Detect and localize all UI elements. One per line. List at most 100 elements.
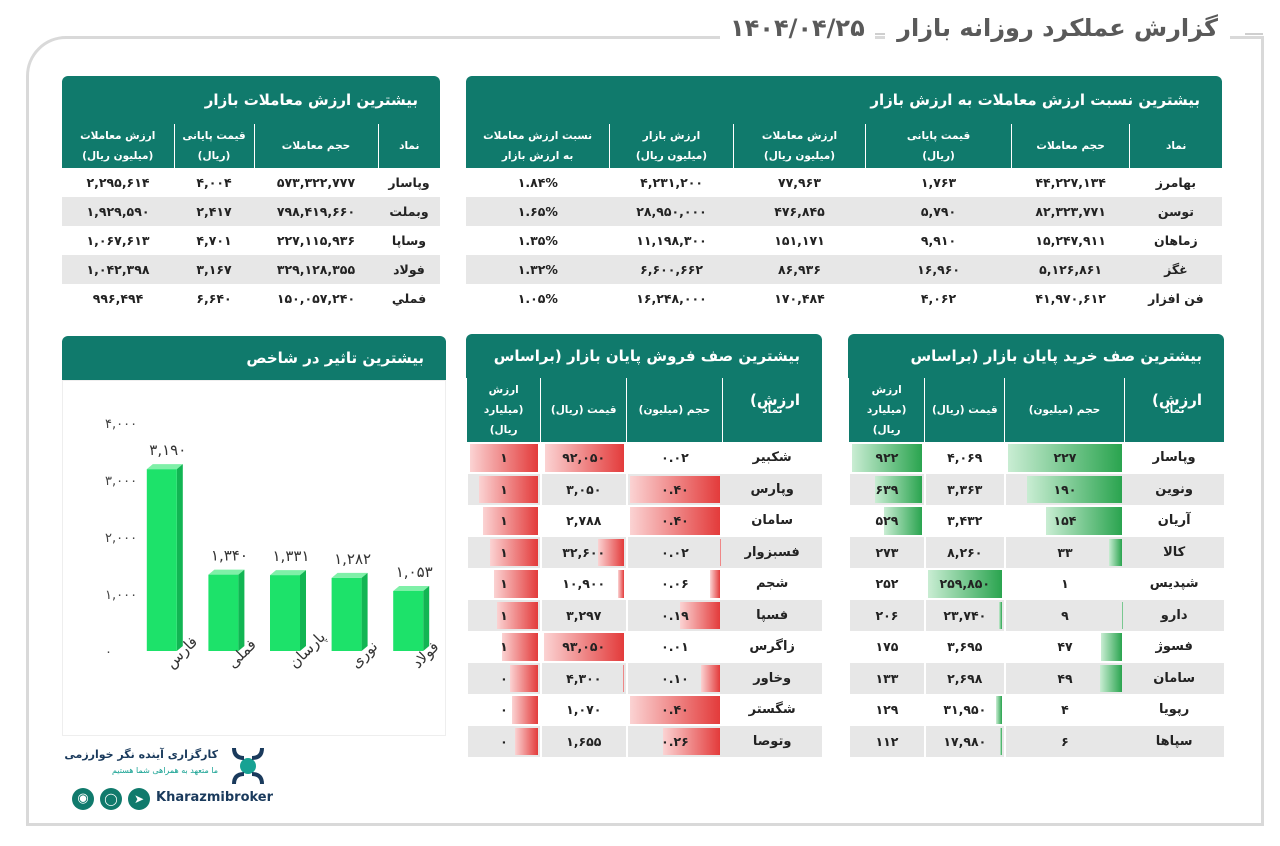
price-cell: ۱۷,۹۸۰ [923, 725, 1005, 757]
bar-value-label: ۱,۳۴۰ [211, 547, 248, 565]
sym-cell: وپارس [722, 473, 822, 505]
cell-text: ۰.۱۹ [661, 607, 689, 623]
fill-bar [544, 444, 624, 472]
val-cell: ۱ [466, 505, 541, 537]
cell-text: رپویا [1159, 702, 1190, 718]
fill-bar [1121, 601, 1123, 629]
header-unit: (ریال) [197, 150, 231, 162]
vol-cell: ۰.۴۰ [625, 473, 723, 505]
val-cell: ۰ [466, 725, 541, 757]
sym-cell: سپاها [1124, 725, 1224, 757]
column-header: قیمت پایانی (ریال) [865, 124, 1012, 168]
column-header: ارزش معاملات (میلیون ریال) [732, 124, 866, 168]
sym-cell: ونوین [1124, 473, 1224, 505]
val-cell: ۶۳۹ [848, 473, 925, 505]
cell-text: ۴,۳۰۰ [566, 670, 602, 686]
fill-bar [710, 570, 721, 598]
vol-cell: ۴ [1003, 694, 1125, 726]
column-header: نماد [1129, 124, 1222, 168]
vol-cell: ۰.۱۹ [625, 599, 723, 631]
vol-cell: ۴۹ [1003, 662, 1125, 694]
cell-text: ۰ [500, 733, 508, 749]
cell-text: ۵۲۹ [875, 513, 899, 529]
price-cell: ۳,۴۳۲ [923, 505, 1005, 537]
column-header: حجم (میلیون) [1004, 378, 1125, 442]
sym-cell: فسپا [722, 599, 822, 631]
globe-icon[interactable]: ◉ [72, 788, 94, 810]
cell-text: ۱ [500, 450, 508, 466]
value-cell: ۴۷۶,۸۴۵ [733, 197, 866, 226]
cell-text: ۰.۱۰ [661, 670, 689, 686]
cell-text: ۰.۰۶ [661, 576, 689, 592]
column-header: حجم (میلیون) [626, 378, 723, 442]
chart-title: بیشترین تاثیر در شاخص [62, 336, 446, 380]
val-cell: ۵۲۹ [848, 505, 925, 537]
value-cell: ۶,۶۰۰,۶۶۲ [609, 255, 734, 284]
queue-row: سپاها ۶ ۱۷,۹۸۰ ۱۱۲ [848, 725, 1224, 757]
fill-bar [470, 444, 538, 472]
cell-text: ۱ [500, 576, 508, 592]
telegram-icon[interactable]: ➤ [128, 788, 150, 810]
fill-bar [1045, 507, 1123, 535]
header-label: نسبت ارزش معاملات [483, 130, 593, 142]
column-header: ارزش (میلیارد ریال) [467, 378, 541, 442]
bar [393, 590, 424, 651]
bar [270, 575, 300, 651]
brand-name: کارگزاری آینده نگر خوارزمی [64, 748, 218, 761]
sell-queue-title: بیشترین صف فروش پایان بازار (براساس ارزش… [466, 334, 822, 409]
column-header: حجم معاملات [253, 124, 378, 168]
value-cell: ۱,۹۲۹,۵۹۰ [62, 197, 174, 226]
val-cell: ۱ [466, 536, 541, 568]
cell-text: ۱۷,۹۸۰ [943, 733, 987, 749]
cell-text: ۰ [500, 670, 508, 686]
queue-row: ونوین ۱۹۰ ۳,۳۶۳ ۶۳۹ [848, 473, 1224, 505]
cell-text: ۴۹ [1057, 670, 1073, 686]
table-row: وبملت ۷۹۸,۴۱۹,۶۶۰ ۲,۴۱۷ ۱,۹۲۹,۵۹۰ [62, 197, 440, 226]
cell-text: ۱,۰۷۰ [566, 702, 602, 718]
fill-bar [509, 664, 538, 692]
fill-bar [629, 696, 721, 724]
vol-cell: ۰.۰۲ [625, 536, 723, 568]
fill-bar [598, 538, 624, 566]
column-header: قیمت (ریال) [924, 378, 1005, 442]
header-label: نماد [399, 140, 420, 152]
cell-text: ۱ [500, 513, 508, 529]
cell-text: ۱ [500, 481, 508, 497]
queue-row: شجم ۰.۰۶ ۱۰,۹۰۰ ۱ [466, 568, 822, 600]
queue-row: کالا ۳۳ ۸,۲۶۰ ۲۷۳ [848, 536, 1224, 568]
header-label: نماد [1165, 140, 1187, 152]
vol-cell: ۰.۰۱ [625, 631, 723, 663]
queue-row: سامان ۰.۴۰ ۲,۷۸۸ ۱ [466, 505, 822, 537]
price-cell: ۳,۰۵۰ [539, 473, 627, 505]
val-cell: ۱۳۳ [848, 662, 925, 694]
cell-text: ۰.۴۰ [661, 481, 689, 497]
cell-text: ۳۳ [1057, 544, 1073, 560]
cell-text: ۲۵۹,۸۵۰ [939, 576, 991, 592]
ratio-table: نماد حجم معاملات قیمت پایانی (ریال) ارزش معا… [466, 124, 1222, 313]
buy-queue-table: نماد حجم (میلیون) قیمت (ریال) ارزش (میلیارد … [848, 378, 1224, 757]
value-cell: ۲۸,۹۵۰,۰۰۰ [609, 197, 734, 226]
cell-text: ۰.۴۰ [661, 513, 689, 529]
column-header: نماد [377, 124, 440, 168]
header-label: نماد [762, 404, 783, 416]
instagram-icon[interactable]: ◯ [100, 788, 122, 810]
vol-cell: ۰.۲۶ [625, 725, 723, 757]
value-cell: ۱.۶۵% [466, 197, 610, 226]
ratio-title: بیشترین نسبت ارزش معاملات به ارزش بازار [466, 76, 1222, 124]
buy-queue-panel: بیشترین صف خرید پایان بازار (براساس ارزش… [848, 334, 1224, 757]
price-cell: ۸,۲۶۰ [923, 536, 1005, 568]
cell-text: ۴۷ [1057, 639, 1073, 655]
cell-text: فسوژ [1155, 639, 1193, 655]
fill-bar [874, 475, 922, 503]
cell-text: ۸,۲۶۰ [947, 544, 983, 560]
cell-text: ونوین [1155, 481, 1193, 497]
fill-bar [497, 601, 538, 629]
price-cell: ۲,۶۹۸ [923, 662, 1005, 694]
fill-bar [1108, 538, 1123, 566]
header-label: حجم (میلیون) [1028, 404, 1101, 416]
price-cell: ۳,۳۶۳ [923, 473, 1005, 505]
value-cell: ۳۲۹,۱۲۸,۳۵۵ [254, 255, 378, 284]
cell-text: آریان [1157, 513, 1191, 529]
value-cell: ۴۴,۲۲۷,۱۳۴ [1011, 168, 1130, 197]
cell-text: کالا [1163, 544, 1186, 560]
